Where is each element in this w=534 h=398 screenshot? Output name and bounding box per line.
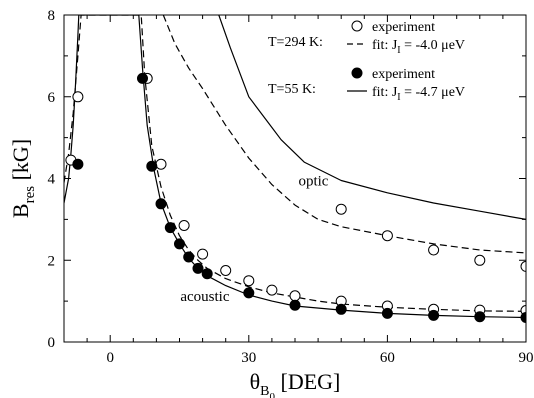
y-tick-label: 4 — [48, 172, 56, 188]
legend: T=294 K: experiment fit: JI = -4.0 μeV T=55… — [268, 20, 465, 103]
x-axis-label: θB0 [DEG] — [250, 369, 341, 398]
legend-line-label: fit: JI = -4.7 μeV — [372, 85, 465, 103]
open-data-point — [289, 290, 301, 302]
axis-ticks: 0 30 60 90 0 2 4 6 8 — [48, 8, 534, 366]
legend-group-label: T=294 K: — [268, 35, 323, 50]
legend-group-label: T=55 K: — [268, 82, 316, 97]
series-layer — [64, 15, 526, 323]
x-tick-label: 30 — [241, 350, 256, 366]
x-tick-label: 90 — [519, 350, 534, 366]
fit-line-solid-2 — [64, 15, 526, 319]
open-data-point — [266, 284, 278, 296]
filled-data-point — [146, 160, 158, 172]
filled-data-point — [289, 299, 301, 311]
filled-data-point — [174, 238, 185, 250]
legend-marker-label: experiment — [372, 67, 435, 82]
legend-marker-label: experiment — [372, 20, 435, 35]
filled-data-point — [183, 251, 195, 263]
annotations: optic acoustic — [180, 174, 328, 306]
filled-data-point — [381, 307, 393, 319]
filled-data-point — [201, 268, 213, 280]
y-tick-label: 0 — [48, 335, 56, 351]
legend-marker-filled — [351, 67, 363, 79]
open-data-point — [220, 265, 232, 276]
filled-data-point — [72, 158, 84, 170]
axis-labels: θB0 [DEG] Bres [kG] — [8, 139, 340, 398]
x-tick-label: 0 — [106, 350, 114, 366]
legend-marker-open — [351, 20, 363, 32]
open-data-point — [178, 220, 190, 231]
filled-data-point — [520, 312, 526, 323]
filled-data-point — [428, 309, 440, 321]
open-data-point — [243, 275, 255, 287]
filled-data-point — [474, 311, 486, 323]
filled-data-point — [192, 262, 204, 274]
open-data-point — [474, 254, 486, 266]
annotation-acoustic: acoustic — [180, 289, 229, 305]
filled-data-point — [243, 287, 255, 299]
legend-line-label: fit: JI = -4.0 μeV — [372, 38, 465, 56]
annotation-optic: optic — [298, 174, 328, 190]
filled-data-point — [137, 72, 148, 84]
open-data-point — [72, 91, 84, 103]
y-tick-label: 2 — [48, 253, 56, 269]
open-data-point — [381, 230, 393, 242]
open-data-point — [428, 244, 440, 256]
fit-line-dashed-1 — [162, 15, 526, 254]
open-data-point — [520, 260, 526, 272]
y-tick-label: 6 — [48, 90, 56, 106]
filled-data-point — [164, 222, 176, 234]
fit-line-solid-3 — [218, 15, 526, 220]
open-data-point — [335, 203, 347, 215]
fit-line-dashed-0 — [64, 15, 526, 312]
y-axis-label: Bres [kG] — [8, 139, 38, 218]
open-data-point — [197, 248, 209, 260]
filled-data-point — [335, 303, 347, 315]
open-data-point — [155, 158, 167, 170]
x-tick-label: 60 — [380, 350, 395, 366]
filled-data-point — [155, 198, 167, 210]
y-tick-label: 8 — [48, 8, 56, 24]
